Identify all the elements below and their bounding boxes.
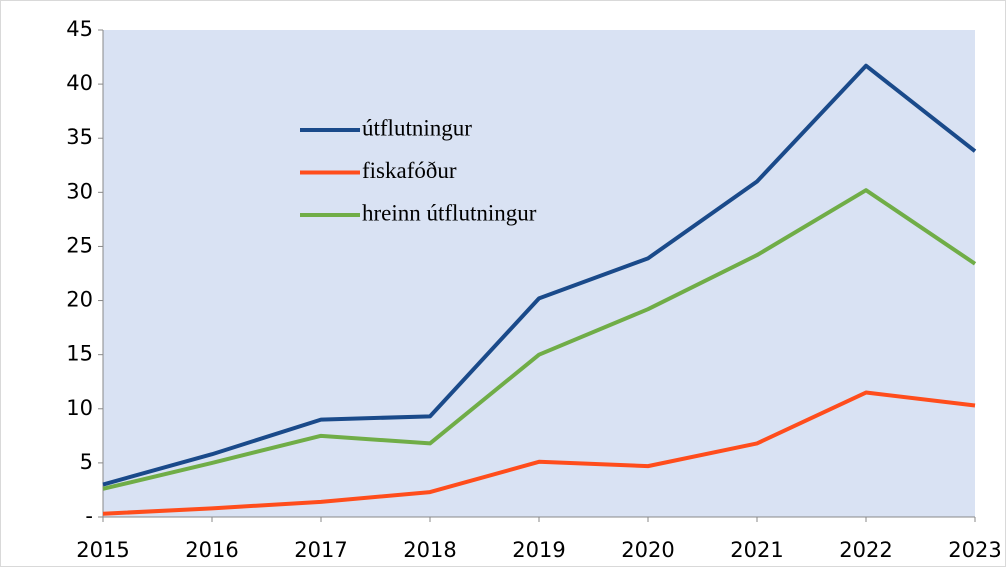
x-tick-label: 2022: [839, 538, 892, 562]
y-tick-label: -: [85, 504, 93, 528]
x-tick-label: 2023: [948, 538, 1001, 562]
y-tick-label: 25: [66, 233, 93, 257]
y-tick-label: 30: [66, 179, 93, 203]
x-tick-label: 2016: [185, 538, 238, 562]
x-tick-label: 2019: [512, 538, 565, 562]
x-tick-label: 2015: [76, 538, 129, 562]
x-tick-label: 2017: [294, 538, 347, 562]
legend-label: fiskafóður: [362, 158, 457, 183]
series-line: [102, 63, 977, 487]
y-tick-label: 40: [66, 71, 93, 95]
y-tick-label: 45: [66, 17, 93, 41]
series-line: [102, 390, 976, 516]
x-tick-label: 2020: [621, 538, 674, 562]
y-tick-label: 20: [66, 288, 93, 312]
plot-area: [103, 30, 975, 517]
legend-label: hreinn útflutningur: [362, 200, 537, 225]
y-tick-label: 10: [66, 396, 93, 420]
y-tick-label: 35: [66, 125, 93, 149]
series-line: [102, 188, 977, 491]
legend-label: útflutningur: [362, 115, 472, 140]
x-tick-label: 2021: [730, 538, 783, 562]
y-tick-label: 5: [80, 450, 93, 474]
x-tick-label: 2018: [403, 538, 456, 562]
y-tick-label: 15: [66, 342, 93, 366]
